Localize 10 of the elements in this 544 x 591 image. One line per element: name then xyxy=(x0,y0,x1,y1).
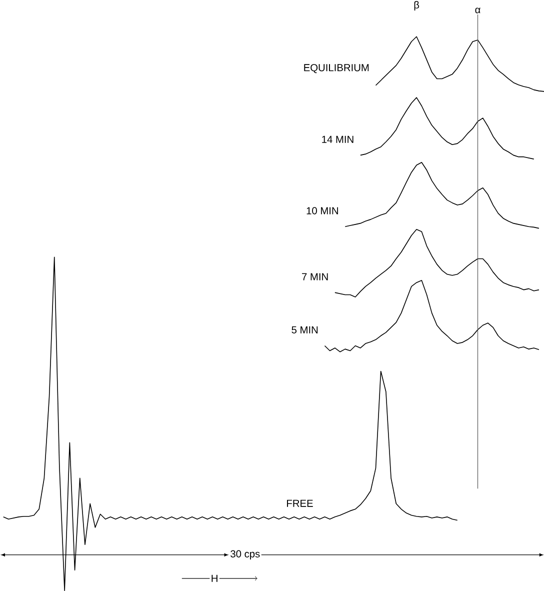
series-label: 14 MIN xyxy=(322,136,354,143)
series-label: FREE xyxy=(286,500,313,507)
annotation: 30 cps xyxy=(230,550,260,560)
series-label: EQUILIBRIUM xyxy=(304,64,368,74)
text: α xyxy=(475,8,480,14)
series-label: 10 MIN xyxy=(306,207,338,214)
series-label: 5 MIN xyxy=(291,326,318,334)
annotation: H xyxy=(211,574,218,582)
text: β xyxy=(414,1,419,10)
series-label: 7 MIN xyxy=(302,273,328,280)
